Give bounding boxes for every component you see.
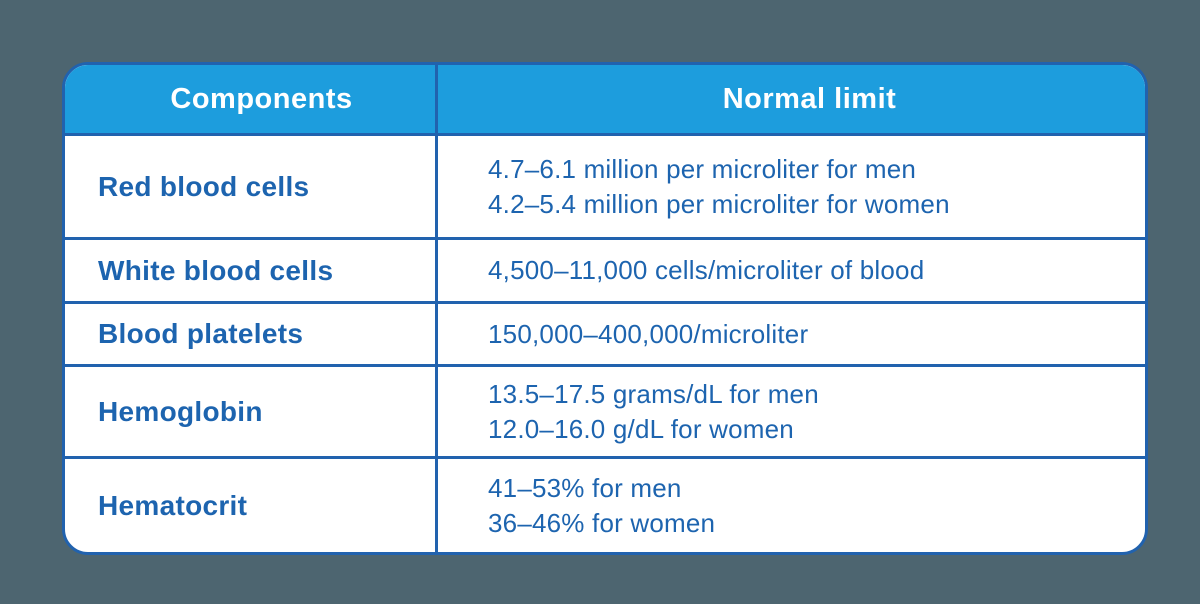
limit-line: 12.0–16.0 g/dL for women xyxy=(488,413,794,444)
component-name: White blood cells xyxy=(98,254,334,286)
component-name: Red blood cells xyxy=(98,170,310,202)
limit-line: 4.7–6.1 million per microliter for men xyxy=(488,153,917,184)
limit-line: 36–46% for women xyxy=(488,507,716,538)
limit-line: 4,500–11,000 cells/microliter of blood xyxy=(488,255,925,285)
header-normal-limit-label: Normal limit xyxy=(722,82,897,115)
component-name-cell: Red blood cells xyxy=(65,136,435,237)
table-row-red-blood-cells: Red blood cells 4.7–6.1 million per micr… xyxy=(65,133,1145,237)
limit-line: 13.5–17.5 grams/dL for men xyxy=(488,378,819,409)
component-name: Hematocrit xyxy=(98,489,248,521)
blood-components-table: Components Normal limit Red blood cells … xyxy=(62,62,1148,555)
header-components-label: Components xyxy=(170,82,353,115)
table-header-normal-limit: Normal limit xyxy=(435,65,1145,133)
table-row-hematocrit: Hematocrit 41–53% for men 36–46% for wom… xyxy=(65,456,1145,552)
table-header-components: Components xyxy=(65,65,435,133)
normal-limit-cell: 150,000–400,000/microliter xyxy=(435,304,1145,364)
component-name: Hemoglobin xyxy=(98,395,263,427)
normal-limit-cell: 4.7–6.1 million per microliter for men 4… xyxy=(435,136,1145,237)
component-name: Blood platelets xyxy=(98,318,304,349)
normal-limit-cell: 4,500–11,000 cells/microliter of blood xyxy=(435,240,1145,301)
component-name-cell: Blood platelets xyxy=(65,304,435,364)
component-name-cell: Hemoglobin xyxy=(65,367,435,456)
limit-line: 150,000–400,000/microliter xyxy=(488,318,809,349)
limit-line: 4.2–5.4 million per microliter for women xyxy=(488,188,950,219)
limit-line: 41–53% for men xyxy=(488,472,682,503)
normal-limit-cell: 13.5–17.5 grams/dL for men 12.0–16.0 g/d… xyxy=(435,367,1145,456)
table-row-hemoglobin: Hemoglobin 13.5–17.5 grams/dL for men 12… xyxy=(65,364,1145,456)
component-name-cell: Hematocrit xyxy=(65,459,435,552)
table-row-white-blood-cells: White blood cells 4,500–11,000 cells/mic… xyxy=(65,237,1145,301)
component-name-cell: White blood cells xyxy=(65,240,435,301)
table-header-row: Components Normal limit xyxy=(65,65,1145,133)
table-row-blood-platelets: Blood platelets 150,000–400,000/microlit… xyxy=(65,301,1145,364)
normal-limit-cell: 41–53% for men 36–46% for women xyxy=(435,459,1145,552)
